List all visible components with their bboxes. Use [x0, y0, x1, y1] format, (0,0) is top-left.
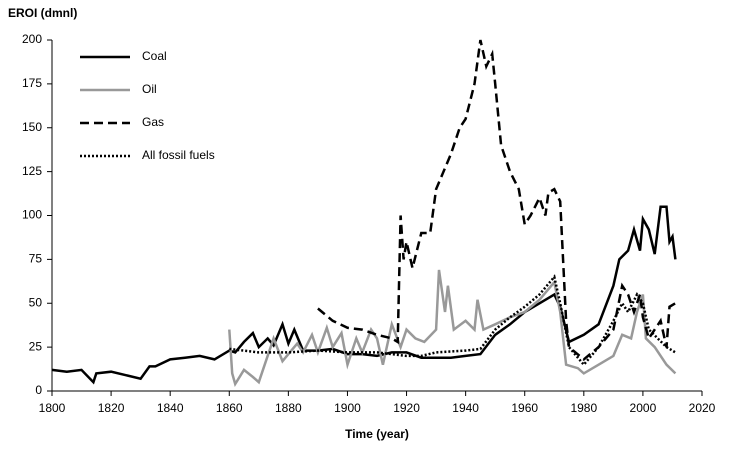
y-tick-label: 0	[35, 383, 42, 397]
y-tick-label: 75	[29, 252, 43, 266]
legend-label: Gas	[142, 115, 164, 129]
y-tick-label: 200	[22, 32, 42, 46]
x-tick-label: 1940	[452, 401, 479, 415]
y-tick-label: 100	[22, 208, 42, 222]
x-tick-label: 1980	[570, 401, 597, 415]
x-tick-label: 1820	[98, 401, 125, 415]
x-tick-label: 1960	[511, 401, 538, 415]
legend-label: Coal	[142, 49, 167, 63]
y-tick-label: 150	[22, 120, 42, 134]
x-tick-label: 1880	[275, 401, 302, 415]
x-tick-label: 1860	[216, 401, 243, 415]
x-tick-label: 2020	[689, 401, 716, 415]
y-tick-label: 125	[22, 164, 42, 178]
series-line	[228, 269, 677, 388]
x-tick-label: 1840	[157, 401, 184, 415]
x-axis-title: Time (year)	[345, 427, 409, 441]
x-tick-label: 1900	[334, 401, 361, 415]
y-tick-label: 50	[29, 295, 43, 309]
series-line	[317, 39, 677, 362]
x-tick-label: 1800	[39, 401, 66, 415]
y-tick-label: 175	[22, 76, 42, 90]
y-tick-label: 25	[29, 339, 43, 353]
legend-label: Oil	[142, 82, 157, 96]
series-line	[229, 274, 677, 367]
legend-label: All fossil fuels	[142, 148, 215, 162]
series-line	[51, 205, 677, 385]
y-axis-title: EROI (dmnl)	[8, 6, 77, 20]
x-tick-label: 1920	[393, 401, 420, 415]
x-tick-label: 2000	[630, 401, 657, 415]
